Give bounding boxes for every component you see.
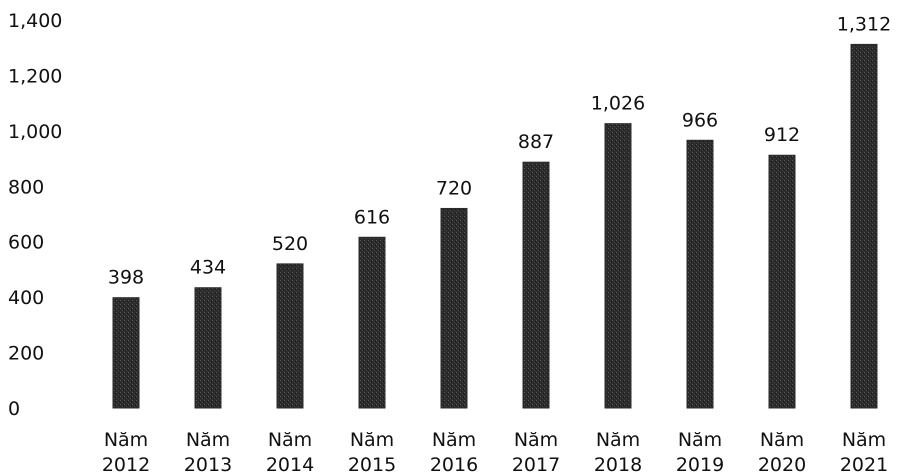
x-tick-label-year: 2018 <box>594 454 642 476</box>
bar <box>605 124 631 408</box>
bar-series <box>113 44 877 408</box>
x-tick-label: Năm <box>432 429 476 451</box>
x-tick-label: Năm <box>596 429 640 451</box>
x-axis: Năm 2012 Năm 2013 Năm 2014 Năm 2015 Năm 2016 Năm 20… <box>102 429 888 476</box>
x-tick-label-year: 2021 <box>840 454 888 476</box>
data-label: 1,026 <box>591 93 645 115</box>
x-tick-label-year: 2019 <box>676 454 724 476</box>
y-tick-label: 1,200 <box>8 65 62 87</box>
x-tick-label: Năm <box>514 429 558 451</box>
bar <box>195 288 221 408</box>
x-tick-label: Năm <box>842 429 886 451</box>
y-tick-label: 200 <box>8 343 44 365</box>
bar <box>359 237 385 408</box>
data-label: 616 <box>354 206 390 228</box>
data-label: 912 <box>764 124 800 146</box>
x-tick-label-year: 2017 <box>512 454 560 476</box>
x-tick-label: Năm <box>186 429 230 451</box>
bar <box>769 155 795 408</box>
data-label: 434 <box>190 257 226 279</box>
data-label: 720 <box>436 177 472 199</box>
data-label: 520 <box>272 233 308 255</box>
x-tick-label-year: 2016 <box>430 454 478 476</box>
data-label: 1,312 <box>837 13 891 35</box>
bar <box>113 298 139 408</box>
x-tick-label-year: 2015 <box>348 454 396 476</box>
y-tick-label: 800 <box>8 176 44 198</box>
x-tick-label: Năm <box>760 429 804 451</box>
x-tick-label: Năm <box>268 429 312 451</box>
y-tick-label: 1,400 <box>8 10 62 32</box>
x-tick-label-year: 2013 <box>184 454 232 476</box>
y-tick-label: 600 <box>8 232 44 254</box>
x-tick-label: Năm <box>350 429 394 451</box>
data-label: 966 <box>682 109 718 131</box>
bar <box>851 44 877 408</box>
data-label: 398 <box>108 267 144 289</box>
x-tick-label: Năm <box>678 429 722 451</box>
y-axis: 0 200 400 600 800 1,000 1,200 1,400 <box>8 10 62 420</box>
y-tick-label: 0 <box>8 398 20 420</box>
y-tick-label: 1,000 <box>8 121 62 143</box>
x-tick-label-year: 2014 <box>266 454 314 476</box>
x-tick-label: Năm <box>104 429 148 451</box>
x-tick-label-year: 2012 <box>102 454 150 476</box>
bar <box>277 264 303 408</box>
bar <box>687 140 713 408</box>
x-tick-label-year: 2020 <box>758 454 806 476</box>
bar <box>523 162 549 408</box>
y-tick-label: 400 <box>8 287 44 309</box>
data-label: 887 <box>518 131 554 153</box>
bar <box>441 208 467 408</box>
